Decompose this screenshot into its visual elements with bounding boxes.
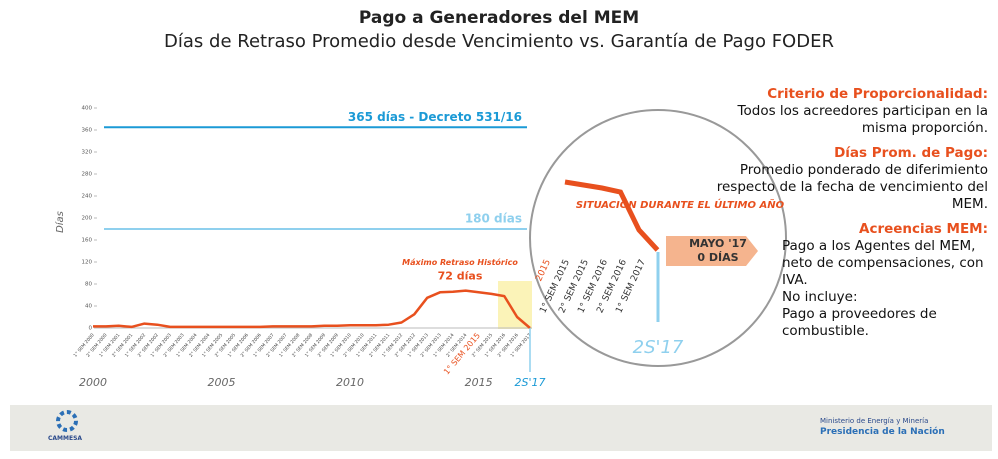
side-heading: Criterio de Proporcionalidad: [767,86,988,102]
y-tick-label: 40 [85,304,92,310]
zoom-circle [529,109,787,367]
line [93,289,531,329]
side-text: Promedio ponderado de diferimiento respe… [716,162,988,212]
y-tick-label: 320 [82,150,93,156]
reference-label: 365 días - Decreto 531/16 [348,110,522,124]
footer-ministry: Ministerio de Energía y Minería [820,417,929,425]
side-text: Pago a los Agentes del MEM, neto de comp… [782,238,984,288]
y-tick-label: 200 [82,216,93,222]
side-text: Pago a proveedores de combustible. [782,306,937,339]
side-panel: Criterio de Proporcionalidad: Todos los a… [690,86,988,348]
y-tick-label: 0 [89,326,93,332]
reference-label: 180 días [465,212,522,226]
peak-label: 72 días [438,269,483,282]
footer: CAMMESA Ministerio de Energía y Minería … [10,405,992,451]
side-text: Todos los acreedores participan en la mi… [737,103,988,136]
y-tick-label: 400 [82,106,93,112]
side-heading: Acreencias MEM: [859,221,988,237]
footer-presidency: Presidencia de la Nación [820,427,945,437]
zoom-title: SITUACIÓN DURANTE EL ÚLTIMO AÑO [576,198,785,211]
side-heading: Días Prom. de Pago: [834,145,988,161]
side-text: No incluye: [782,289,858,305]
zoom-line [564,179,660,252]
title: Pago a Generadores del MEM [359,8,639,28]
subtitle: Días de Retraso Promedio desde Vencimien… [164,31,834,52]
peak-note: Máximo Retraso Histórico [402,257,518,267]
footer-logo: CAMMESA [48,435,83,442]
y-tick-label: 80 [85,282,92,288]
year-label: 2000 [79,376,107,389]
year-label: 2015 [465,376,493,389]
highlight [498,281,532,329]
callout-text: 0 DÍAS [697,251,738,264]
y-tick-label: 240 [82,194,93,200]
y-tick-label: 360 [82,128,93,134]
zoom-period: 2S'17 [633,337,684,358]
year-label: 2S'17 [514,376,545,389]
callout [666,236,758,266]
year-label: 2005 [208,376,236,389]
y-axis-label: Días [54,211,66,233]
y-tick-label: 160 [82,238,93,244]
logo-icon [56,410,78,432]
y-tick-label: 280 [82,172,93,178]
y-tick-label: 120 [82,260,93,266]
callout-text: MAYO '17 [689,237,747,250]
year-label: 2010 [336,376,364,389]
